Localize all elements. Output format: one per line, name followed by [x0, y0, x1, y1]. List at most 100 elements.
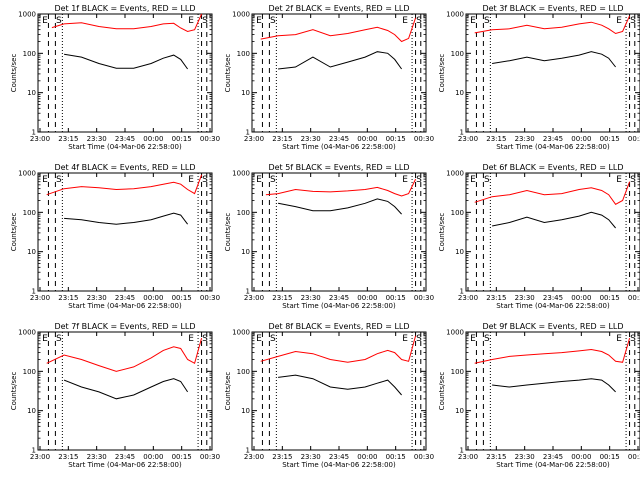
x-tick-label: 00:30 — [200, 453, 220, 461]
event-marker-label: S — [484, 16, 490, 26]
detector-panel-3: Det 3f BLACK = Events, RED = LLD 1 10 100 10… — [438, 4, 640, 151]
lld-series-line — [474, 181, 631, 205]
y-tick-label: 100 — [451, 50, 464, 58]
panel-title: Det 8f BLACK = Events, RED = LLD — [268, 322, 409, 331]
event-marker-label: S — [484, 175, 490, 185]
x-tick-label: 00:15 — [600, 294, 620, 302]
y-tick-label: 1 — [32, 288, 36, 296]
detector-panel-4: Det 4f BLACK = Events, RED = LLD 1 10 100 10… — [10, 163, 220, 310]
x-tick-label: 23:00 — [30, 453, 50, 461]
x-tick-label: 00:15 — [600, 453, 620, 461]
y-tick-label: 10 — [455, 248, 464, 256]
plot-frame — [465, 13, 640, 133]
x-tick-label: 00:00 — [143, 294, 163, 302]
x-axis-label: Start Time (04-Mar-06 22:58:00) — [282, 143, 396, 151]
x-tick-label: 23:30 — [301, 453, 321, 461]
x-tick-label: 23:00 — [244, 135, 264, 143]
x-tick-label: 23:30 — [301, 294, 321, 302]
x-tick-label: 00:15 — [600, 135, 620, 143]
events-series-line — [64, 212, 188, 225]
event-marker-label: S — [202, 175, 208, 185]
detector-panel-6: Det 6f BLACK = Events, RED = LLD 1 10 100 10… — [438, 163, 640, 310]
event-marker-label: E — [188, 334, 194, 344]
event-marker-label: S — [484, 334, 490, 344]
x-tick-label: 23:00 — [30, 135, 50, 143]
x-tick-label: 00:30 — [200, 294, 220, 302]
event-marker-label: E — [42, 175, 48, 185]
x-tick-label: 23:45 — [543, 294, 563, 302]
y-tick-label: 1 — [460, 129, 464, 137]
event-marker-label: E — [256, 175, 262, 185]
event-marker-label: S — [630, 16, 636, 26]
event-marker-label: E — [402, 175, 408, 185]
x-tick-label: 23:30 — [87, 294, 107, 302]
y-tick-label: 100 — [23, 50, 36, 58]
detector-panel-9: Det 9f BLACK = Events, RED = LLD 1 10 100 10… — [438, 322, 640, 469]
y-tick-label: 1000 — [18, 329, 36, 337]
y-tick-label: 1 — [32, 447, 36, 455]
x-tick-label: 00:00 — [571, 135, 591, 143]
events-series-line — [63, 378, 189, 400]
x-tick-label: 00:15 — [386, 135, 406, 143]
y-axis-label: Counts/sec — [224, 213, 232, 252]
x-tick-label: 23:15 — [486, 135, 506, 143]
x-tick-label: 23:00 — [458, 294, 478, 302]
event-marker-label: E — [42, 334, 48, 344]
y-axis-label: Counts/sec — [438, 213, 446, 252]
event-marker-label: S — [416, 175, 422, 185]
events-series-line — [278, 374, 402, 396]
events-series-line — [492, 51, 616, 68]
x-tick-label: 00:30 — [414, 294, 434, 302]
y-axis-label: Counts/sec — [10, 372, 18, 411]
events-series-line — [492, 211, 616, 229]
plot-frame — [251, 172, 427, 292]
x-tick-label: 23:00 — [244, 453, 264, 461]
x-tick-label: 00:30 — [414, 135, 434, 143]
y-tick-label: 1 — [32, 129, 36, 137]
x-axis-label: Start Time (04-Mar-06 22:58:00) — [496, 302, 610, 310]
event-marker-label: S — [270, 16, 276, 26]
event-marker-label: E — [470, 175, 476, 185]
y-tick-label: 100 — [237, 50, 250, 58]
x-tick-label: 23:45 — [115, 135, 135, 143]
x-tick-label: 00:00 — [143, 135, 163, 143]
plot-frame — [37, 172, 213, 292]
y-tick-label: 100 — [451, 368, 464, 376]
y-axis-label: Counts/sec — [224, 372, 232, 411]
plot-frame — [465, 172, 640, 292]
event-marker-label: E — [470, 16, 476, 26]
events-series-line — [64, 53, 189, 70]
lld-series-line — [265, 178, 417, 197]
x-tick-label: 00:15 — [172, 294, 192, 302]
y-tick-label: 10 — [27, 407, 36, 415]
x-tick-label: 23:00 — [244, 294, 264, 302]
x-tick-label: 23:30 — [301, 135, 321, 143]
events-series-line — [278, 51, 403, 70]
detector-panel-5: Det 5f BLACK = Events, RED = LLD 1 10 100 10… — [224, 163, 434, 310]
x-tick-label: 23:45 — [329, 294, 349, 302]
x-tick-label: 23:00 — [458, 453, 478, 461]
panel-title: Det 9f BLACK = Events, RED = LLD — [482, 322, 623, 331]
y-tick-label: 100 — [237, 368, 250, 376]
event-marker-label: E — [256, 334, 262, 344]
y-tick-label: 1 — [460, 447, 464, 455]
x-axis-label: Start Time (04-Mar-06 22:58:00) — [282, 302, 396, 310]
x-axis-label: Start Time (04-Mar-06 22:58:00) — [68, 302, 182, 310]
x-tick-label: 23:30 — [515, 453, 535, 461]
y-tick-label: 10 — [241, 248, 250, 256]
plot-frame — [37, 331, 213, 451]
y-axis-label: Counts/sec — [10, 213, 18, 252]
y-axis-label: Counts/sec — [438, 54, 446, 93]
events-series-line — [492, 378, 616, 393]
x-axis-label: Start Time (04-Mar-06 22:58:00) — [68, 143, 182, 151]
x-tick-label: 23:15 — [272, 135, 292, 143]
event-marker-label: E — [616, 175, 622, 185]
x-tick-label: 00:30 — [200, 135, 220, 143]
x-tick-label: 00:30 — [414, 453, 434, 461]
plot-frame — [251, 331, 427, 451]
x-tick-label: 00:15 — [172, 453, 192, 461]
y-tick-label: 1000 — [232, 329, 250, 337]
y-tick-label: 1 — [460, 288, 464, 296]
y-tick-label: 10 — [27, 248, 36, 256]
